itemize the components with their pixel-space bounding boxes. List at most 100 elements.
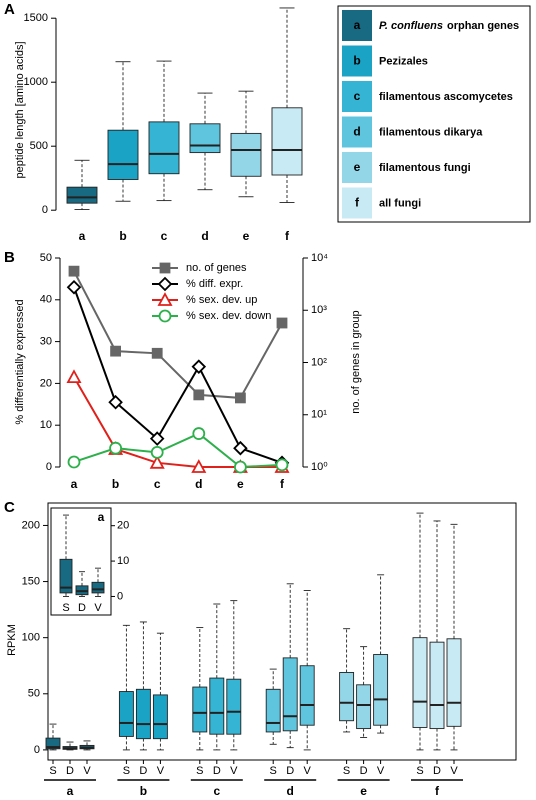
tick-label: 100	[22, 632, 40, 644]
legend-label-italic: P. confluens	[379, 20, 443, 32]
legend-label-text: Pezizales	[379, 55, 428, 67]
x-tick-label: V	[94, 602, 102, 614]
tick-label: 10	[117, 555, 129, 567]
tick-label: 30	[40, 336, 52, 348]
box	[230, 132, 262, 177]
legend-label: filamentous fungi	[379, 162, 471, 174]
x-tick-label: D	[78, 602, 86, 614]
legend-label: % sex. dev. down	[186, 310, 271, 322]
box	[135, 688, 151, 740]
point	[149, 431, 165, 446]
axis-label: % differentially expressed	[14, 299, 26, 424]
legend-swatch	[342, 45, 372, 77]
legend-label: % diff. expr.	[186, 278, 243, 290]
x-tick-label: D	[433, 765, 441, 777]
legend-label-text: filamentous ascomycetes	[379, 91, 513, 103]
legend-label-text: all fungi	[379, 197, 421, 209]
box	[66, 186, 98, 204]
x-tick-label: D	[213, 765, 221, 777]
panel-letter: A	[4, 1, 15, 18]
x-tick-label: V	[304, 765, 312, 777]
panel-letter: B	[4, 249, 15, 266]
point	[233, 460, 247, 474]
legend-key: e	[354, 160, 361, 174]
group-label: c	[213, 784, 220, 798]
x-tick-label: D	[139, 765, 147, 777]
group-label: e	[360, 784, 367, 798]
point	[108, 394, 123, 410]
tick-label: 10³	[311, 304, 327, 316]
legend-label: filamentous dikarya	[379, 126, 483, 138]
x-tick-label: V	[157, 765, 165, 777]
point	[150, 445, 164, 459]
legend-label: no. of genes	[186, 262, 247, 274]
x-tick-label: e	[243, 229, 250, 243]
x-tick-label: D	[360, 765, 368, 777]
legend-marker	[159, 262, 171, 274]
box	[192, 686, 208, 733]
point	[67, 455, 81, 469]
group-label: f	[435, 784, 440, 798]
x-tick-label: c	[154, 477, 161, 491]
legend-label-text: orphan genes	[447, 20, 519, 32]
box	[271, 107, 303, 176]
tick-label: 40	[40, 294, 52, 306]
group-label: d	[287, 784, 294, 798]
x-tick-label: S	[62, 602, 69, 614]
x-tick-label: d	[195, 477, 202, 491]
box	[59, 558, 73, 594]
x-tick-label: D	[66, 765, 74, 777]
legend-swatch	[342, 81, 372, 112]
box	[339, 672, 355, 722]
box	[148, 121, 180, 175]
x-tick-label: f	[280, 477, 285, 491]
x-tick-label: S	[416, 765, 423, 777]
point	[276, 317, 288, 329]
point	[66, 369, 82, 384]
legend-label: all fungi	[379, 197, 421, 209]
x-tick-label: b	[119, 229, 126, 243]
tick-label: 10²	[311, 356, 327, 368]
point	[109, 441, 122, 455]
box	[429, 641, 445, 730]
legend-frame	[337, 5, 531, 223]
box	[299, 665, 315, 726]
x-tick-label: a	[71, 477, 78, 491]
x-tick-label: V	[230, 765, 238, 777]
tick-label: 150	[22, 575, 40, 587]
plot-frame	[47, 502, 517, 761]
tick-label: 0	[117, 590, 123, 602]
tick-label: 1000	[24, 76, 48, 88]
x-tick-label: a	[79, 229, 86, 243]
group-label: b	[140, 784, 147, 798]
tick-label: 200	[22, 519, 40, 531]
axis-label: RPKM	[6, 624, 18, 656]
series-line	[73, 286, 283, 464]
point	[193, 389, 205, 401]
tick-label: 10⁰	[311, 461, 328, 473]
tick-label: 0	[42, 204, 48, 216]
series-line	[73, 376, 282, 468]
tick-label: 1500	[24, 12, 48, 24]
legend-label: filamentous ascomycetes	[379, 91, 513, 103]
x-tick-label: V	[377, 765, 385, 777]
x-tick-label: S	[196, 765, 203, 777]
point	[149, 454, 165, 469]
box	[45, 737, 61, 750]
box	[107, 129, 139, 180]
x-tick-label: D	[286, 765, 294, 777]
tick-label: 10	[40, 419, 52, 431]
point	[233, 440, 248, 456]
tick-label: 20	[40, 377, 52, 389]
box	[265, 688, 281, 733]
box	[152, 694, 168, 740]
x-tick-label: c	[161, 229, 168, 243]
box	[209, 677, 225, 735]
legend-swatch	[342, 187, 372, 219]
tick-label: 0	[34, 744, 40, 756]
tick-label: 50	[40, 252, 52, 264]
x-tick-label: S	[49, 765, 56, 777]
box	[226, 678, 242, 735]
tick-label: 0	[46, 461, 52, 473]
